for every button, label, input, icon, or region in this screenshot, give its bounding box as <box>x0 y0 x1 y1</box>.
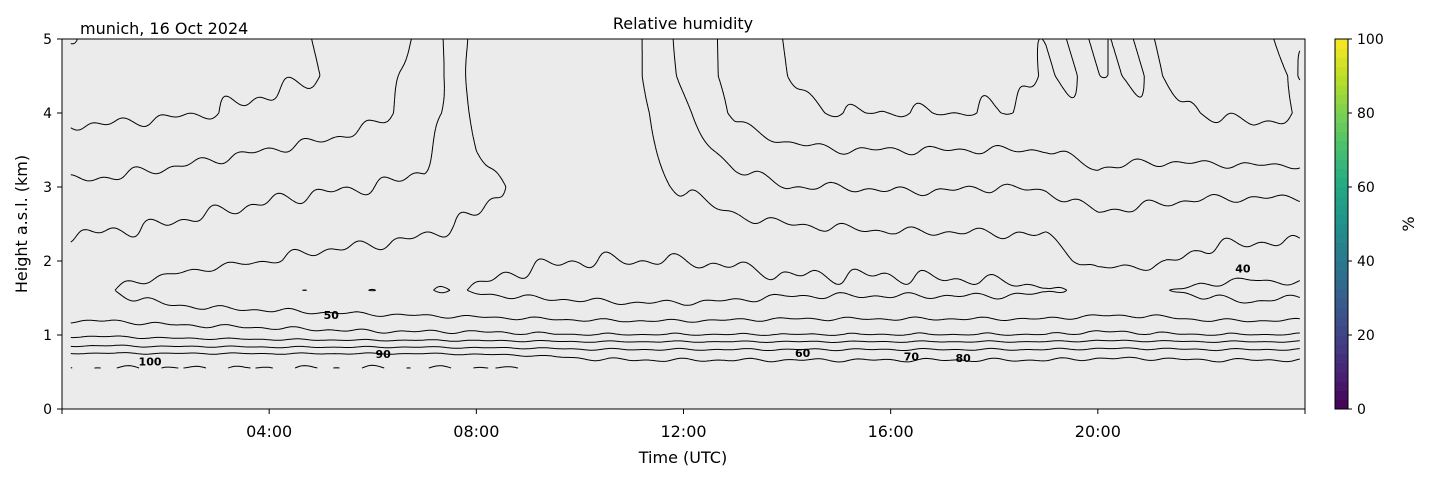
location-date-label: munich, 16 Oct 2024 <box>80 19 248 38</box>
x-tick-label: 20:00 <box>1075 422 1121 441</box>
y-axis-label: Height a.s.l. (km) <box>12 155 31 293</box>
contour-lines <box>70 38 1301 369</box>
colorbar-label: % <box>1399 216 1418 231</box>
colorbar-swatch <box>1335 279 1348 290</box>
colorbar-tick-label: 0 <box>1357 402 1366 418</box>
x-axis-label: Time (UTC) <box>638 448 727 467</box>
colorbar-swatch <box>1335 307 1348 317</box>
colorbar-frame <box>1334 38 1349 410</box>
colorbar-swatch <box>1335 214 1348 225</box>
contour-line-90 <box>70 352 1300 363</box>
colorbar-swatch <box>1335 103 1348 114</box>
contour-line-70 <box>70 38 1300 343</box>
contour-line-50 <box>114 38 1301 323</box>
colorbar-swatch <box>1335 94 1348 105</box>
contour-label: 90 <box>375 348 391 361</box>
colorbar-swatch <box>1335 66 1348 77</box>
colorbar-swatch <box>1335 48 1348 58</box>
contour-line-60 <box>70 38 1300 336</box>
colorbar-swatch <box>1335 168 1348 179</box>
y-tick-label: 5 <box>43 32 52 48</box>
colorbar-swatch <box>1335 177 1348 188</box>
contour-label: 70 <box>904 350 920 363</box>
colorbar-swatch <box>1335 390 1348 401</box>
colorbar-swatch <box>1335 353 1348 364</box>
colorbar-swatch <box>1335 242 1348 253</box>
colorbar-swatch <box>1335 298 1348 308</box>
colorbar-swatch <box>1335 39 1348 49</box>
colorbar-swatch <box>1335 224 1348 234</box>
colorbar-swatch <box>1335 150 1348 160</box>
colorbar-tick-label: 80 <box>1357 106 1375 122</box>
colorbar-tick-label: 60 <box>1357 180 1375 196</box>
x-axis: 04:00 08:00 12:00 16:00 20:00 <box>61 409 1306 441</box>
colorbar-swatch <box>1335 140 1348 151</box>
colorbar-swatch <box>1335 131 1348 142</box>
x-tick-label: 12:00 <box>660 422 706 441</box>
y-tick-label: 1 <box>43 328 52 344</box>
contour-label: 50 <box>324 309 340 322</box>
colorbar-swatch <box>1335 57 1348 68</box>
colorbar: 0 20 40 60 80 100 <box>1334 32 1384 418</box>
contour-labels: 100 90 50 60 70 80 40 <box>139 262 1251 368</box>
colorbar-swatch <box>1335 196 1348 206</box>
colorbar-swatch <box>1335 187 1348 197</box>
contour-label: 100 <box>139 356 162 369</box>
colorbar-swatch <box>1335 335 1348 345</box>
colorbar-swatch <box>1335 85 1348 95</box>
x-tick-label: 08:00 <box>453 422 499 441</box>
colorbar-swatch <box>1335 251 1348 262</box>
y-tick-label: 3 <box>43 180 52 196</box>
contour-line-80 <box>70 38 1301 352</box>
colorbar-swatch <box>1335 261 1348 271</box>
contour-line-100 <box>70 364 518 369</box>
y-tick-label: 2 <box>43 254 52 270</box>
colorbar-swatch <box>1335 381 1348 391</box>
contour-label: 60 <box>795 347 811 360</box>
contour-label: 40 <box>1235 262 1251 275</box>
colorbar-swatch <box>1335 362 1348 373</box>
colorbar-swatch <box>1335 325 1348 336</box>
colorbar-swatch <box>1335 372 1348 382</box>
colorbar-tick-label: 100 <box>1357 32 1384 48</box>
y-tick-label: 0 <box>43 402 52 418</box>
colorbar-swatch <box>1335 159 1348 169</box>
x-tick-label: 16:00 <box>868 422 914 441</box>
x-tick-label: 04:00 <box>246 422 292 441</box>
colorbar-tick-label: 20 <box>1357 328 1375 344</box>
chart-title: Relative humidity <box>613 14 753 33</box>
contour-label: 80 <box>956 352 972 365</box>
y-axis: 0 1 2 3 4 5 <box>43 32 62 418</box>
colorbar-swatch <box>1335 344 1348 354</box>
colorbar-swatch <box>1335 205 1348 216</box>
colorbar-swatch <box>1335 122 1348 132</box>
colorbar-swatch <box>1335 76 1348 86</box>
colorbar-swatch <box>1335 399 1348 410</box>
colorbar-swatch <box>1335 113 1348 123</box>
y-tick-label: 4 <box>43 106 52 122</box>
colorbar-tick-label: 40 <box>1357 254 1375 270</box>
colorbar-swatch <box>1335 316 1348 327</box>
colorbar-swatch <box>1335 270 1348 280</box>
colorbar-swatch <box>1335 233 1348 243</box>
contour-line-40 <box>302 251 1301 306</box>
colorbar-swatch <box>1335 288 1348 299</box>
